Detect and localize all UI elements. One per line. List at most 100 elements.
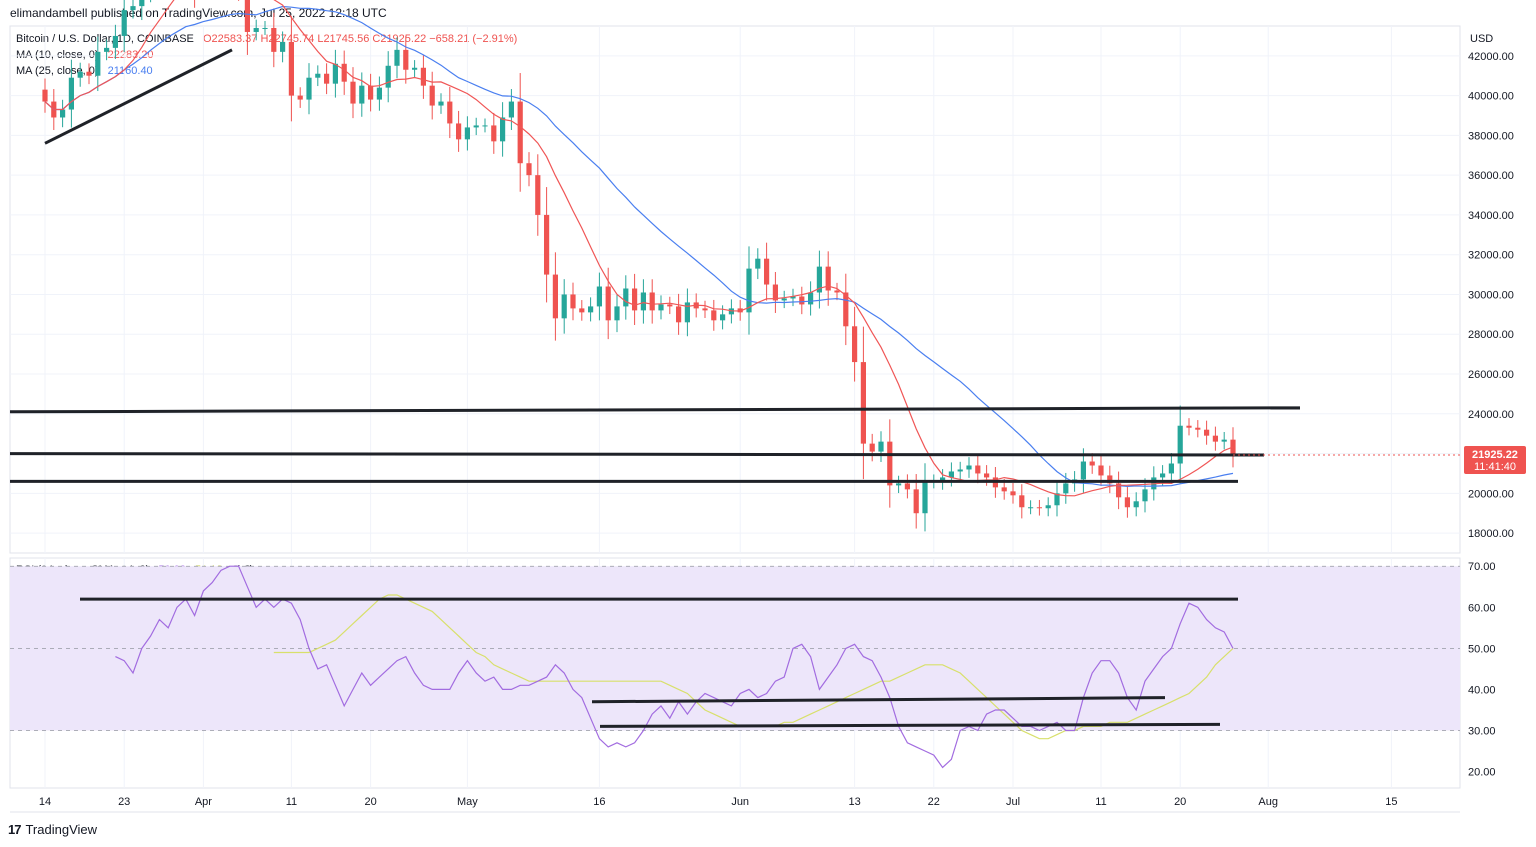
candle-body [1168,463,1174,474]
candle-body [948,471,954,478]
x-tick-label: 13 [848,796,860,808]
candle-body [552,274,558,319]
y-tick-label: 32000.00 [1468,250,1514,262]
candle-body [1001,487,1007,492]
candle-body [1142,489,1148,502]
candle-body [130,6,136,11]
candle-body [1107,475,1113,484]
x-tick-label: Jul [1006,796,1020,808]
candle-body [676,306,682,323]
resistance-trendline [9,406,1301,414]
y-tick-label: 38000.00 [1468,130,1514,142]
candle-body [922,481,928,514]
last-price-badge [1464,446,1526,475]
candle-body [984,473,990,478]
y-tick-label: 24000.00 [1468,409,1514,421]
rsi-tick-label: 70.00 [1468,561,1496,573]
candle-body [271,27,277,52]
candle-body [808,292,814,305]
candle-body [77,71,83,78]
candle-body [42,89,48,102]
candle-body [816,266,822,293]
candle-body [385,65,391,88]
candle-body [658,304,664,311]
rsi-tick-label: 60.00 [1468,602,1496,614]
candle-body [324,73,330,84]
symbol-label: Bitcoin / U.S. Dollar, 1D, COINBASE [16,33,194,45]
candle-body [1116,483,1122,498]
candle-body [1186,425,1192,428]
candle-body [623,288,629,307]
tradingview-brand[interactable]: 17 TradingView [8,822,97,837]
rsi-line [115,565,1234,769]
candle-body [1028,507,1034,509]
candle-body [605,286,611,321]
candle-body [68,77,74,110]
candle-body [315,73,321,78]
candle-body [1221,439,1227,442]
candle-body [1212,435,1218,442]
candle-body [403,49,409,70]
y-tick-label: 28000.00 [1468,329,1514,341]
rsi-mid-trendline [591,696,1166,704]
candle-body [86,71,92,76]
candle-body [1036,507,1042,509]
candle-body [394,49,400,66]
candle-body [1010,491,1016,496]
candle-body [588,306,594,313]
candle-body [368,85,374,100]
candle-body [904,483,910,490]
candle-body [464,127,470,140]
candle-body [843,292,849,327]
candle-body [280,41,286,52]
candle-body [746,268,752,313]
x-tick-label: 15 [1385,796,1397,808]
candle-body [376,87,382,100]
publisher-caption: elimandambell published on TradingView.c… [10,6,387,20]
y-tick-label: 20000.00 [1468,488,1514,500]
pivot-trendline [9,452,1265,457]
x-tick-label: May [457,796,478,808]
tradingview-logo-icon: 17 [8,822,22,837]
candle-body [508,101,514,118]
y-tick-label: 18000.00 [1468,528,1514,540]
candle-body [297,95,303,100]
x-tick-label: Jun [731,796,749,808]
candles [42,0,1236,532]
candle-body [1124,497,1130,508]
y-tick-label: 40000.00 [1468,91,1514,103]
candle-body [614,306,620,321]
currency-label: USD [1470,33,1493,45]
candle-body [1054,493,1060,506]
y-tick-label: 42000.00 [1468,51,1514,63]
candle-body [825,266,831,291]
candle-body [702,308,708,311]
candle-body [755,258,761,269]
candle-body [500,117,506,142]
candle-body [1089,461,1095,466]
last-price-label: 21925.22 [1472,449,1518,461]
candle-body [1080,461,1086,480]
candle-body [1098,465,1104,476]
candle-body [1063,483,1069,494]
candle-body [1204,429,1210,436]
candle-body [957,469,963,472]
y-tick-label: 26000.00 [1468,369,1514,381]
candle-body [799,296,805,305]
rsi-tick-label: 50.00 [1468,643,1496,655]
candle-body [526,163,532,176]
candle-body [139,0,145,7]
candle-body [438,101,444,106]
candle-body [288,41,294,96]
x-tick-label: 20 [364,796,376,808]
candle-body [852,326,858,363]
x-tick-label: 11 [286,796,297,808]
candle-body [491,125,497,142]
candle-body [896,483,902,486]
candle-body [412,67,418,70]
candle-body [649,292,655,311]
ma10-line [44,0,1234,497]
candle-body [544,214,550,275]
candle-body [447,101,453,124]
